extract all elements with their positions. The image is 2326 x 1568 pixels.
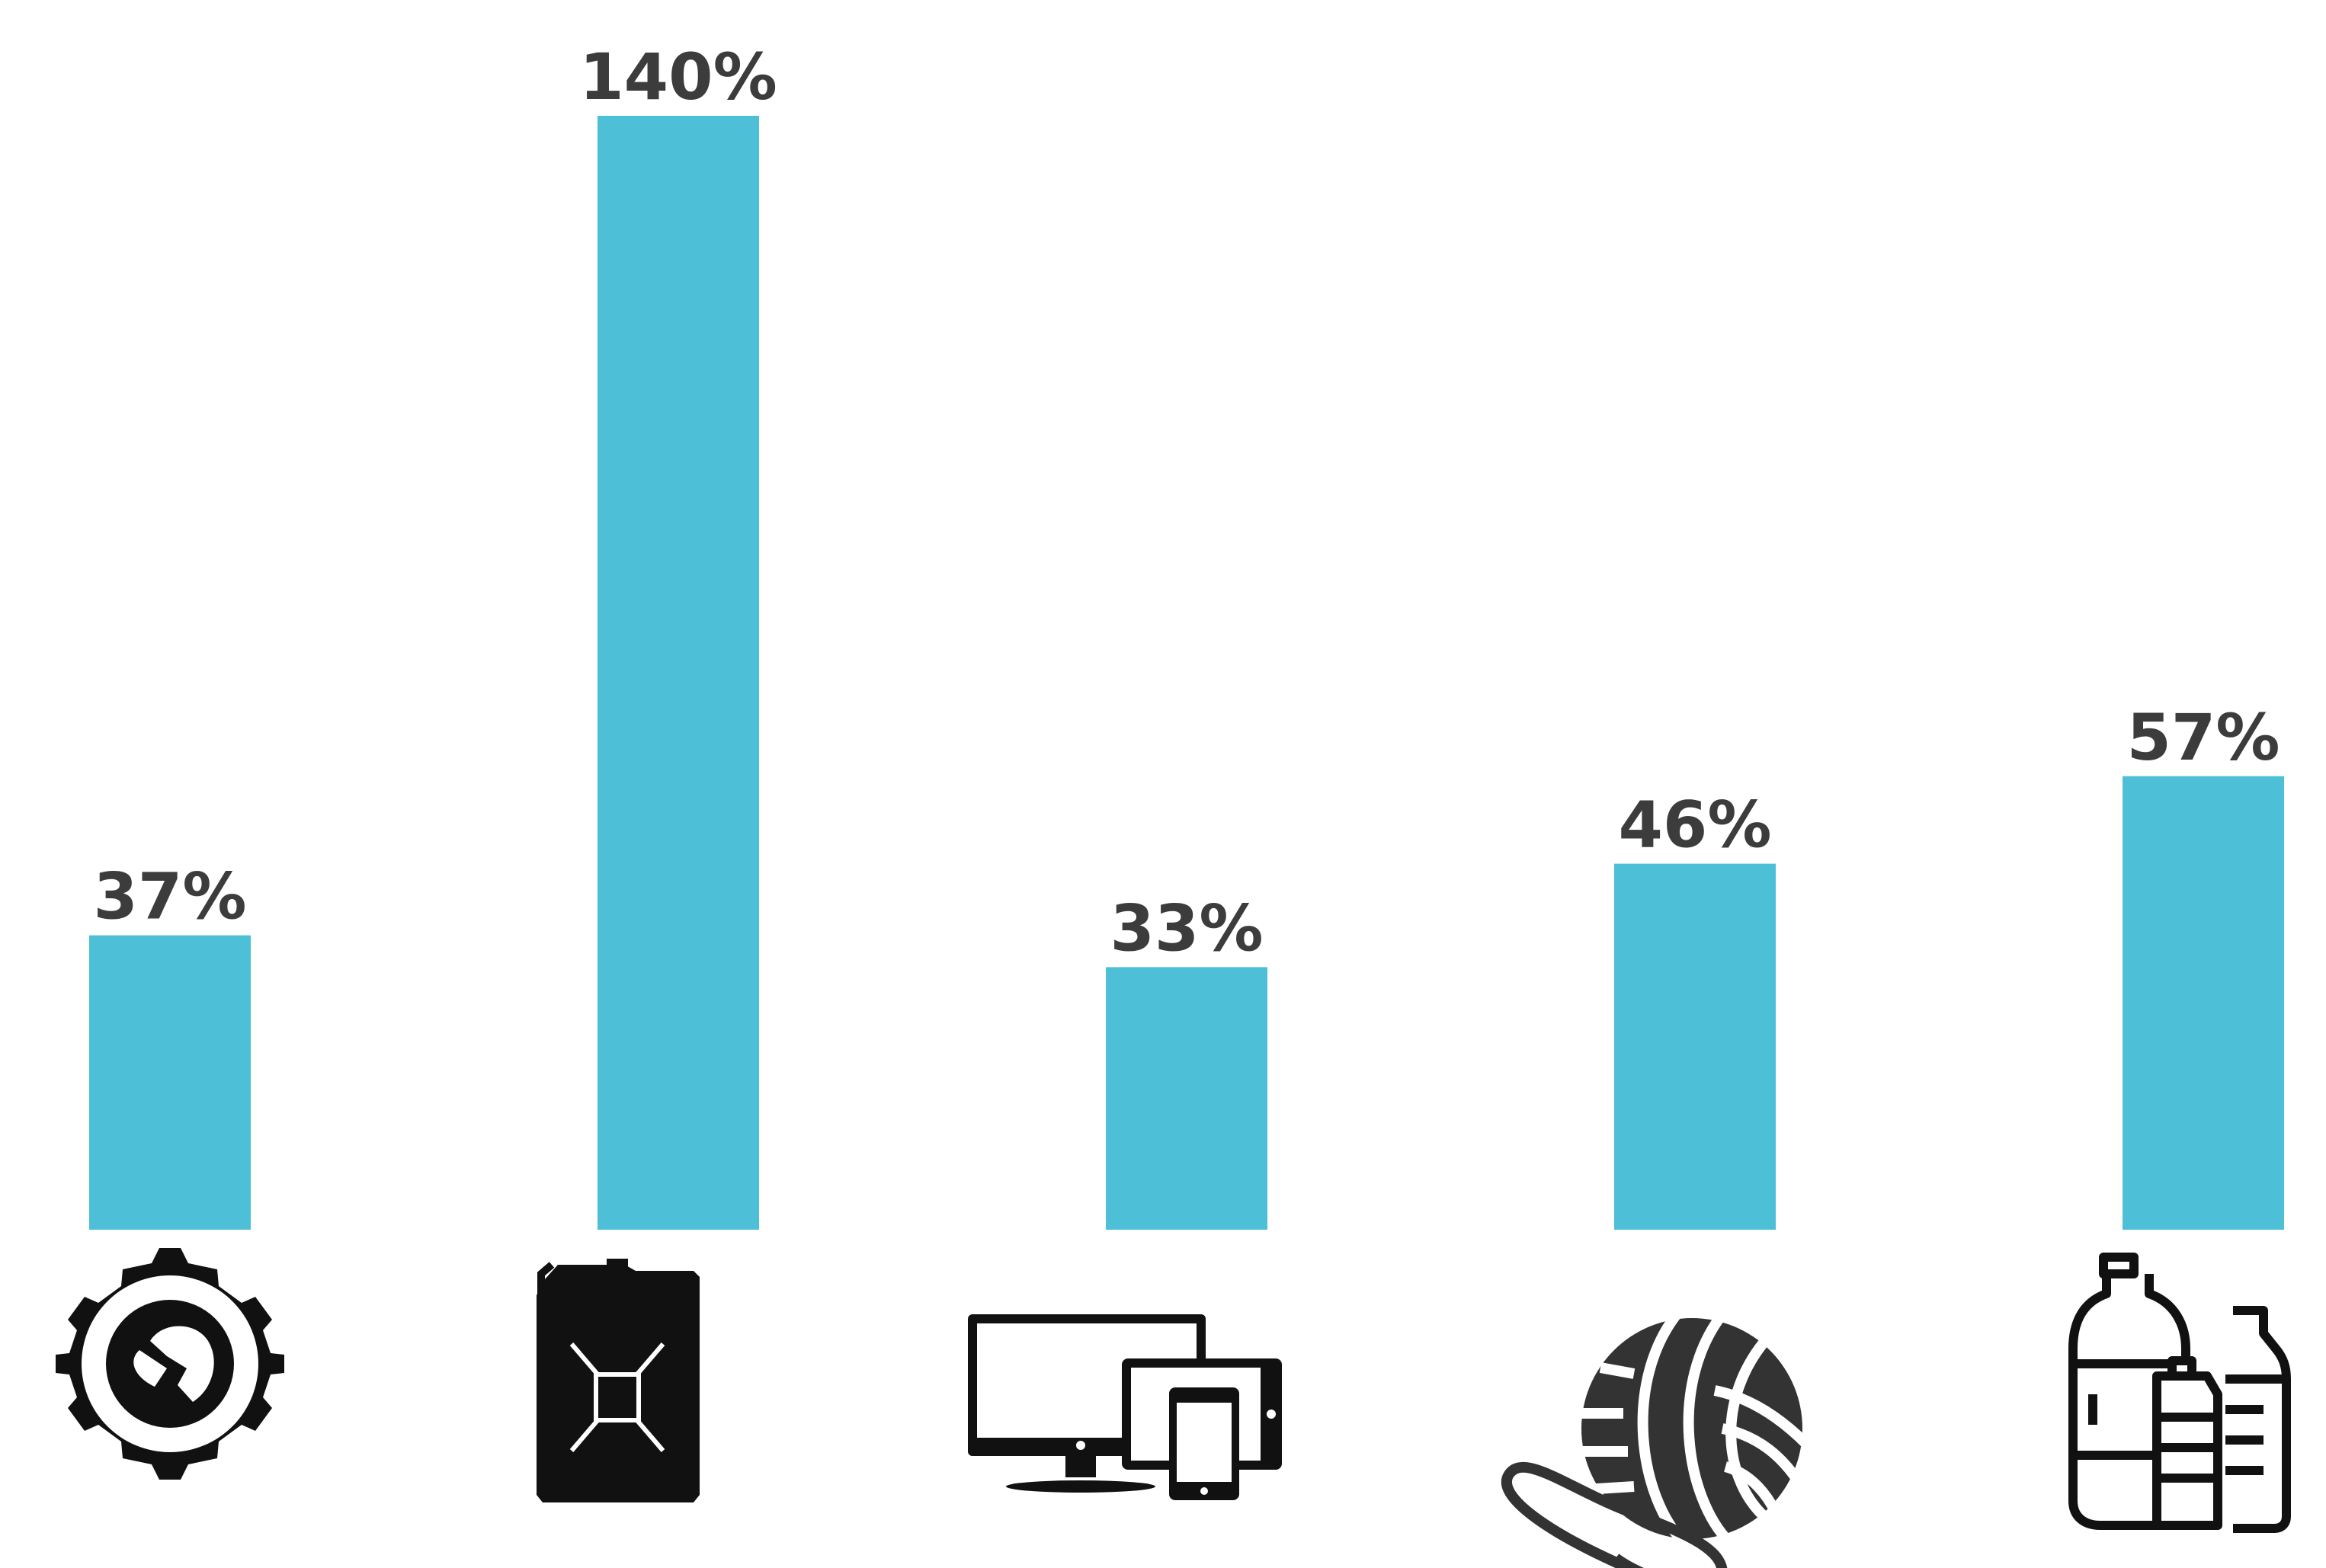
gear-wrench-icon [56, 1248, 284, 1480]
bar-textiles [1614, 863, 1776, 1230]
yarn-ball-icon [1501, 1310, 1810, 1568]
bar-industry [89, 935, 251, 1230]
bar-plastic-bottles [2123, 776, 2284, 1230]
value-label: 57% [2126, 700, 2280, 775]
plastic-bottles-icon [2068, 1253, 2291, 1533]
value-label: 37% [93, 859, 246, 934]
bar-fuel [598, 116, 759, 1230]
jerrycan-icon [537, 1259, 700, 1502]
bar-electronics [1106, 967, 1267, 1230]
devices-icon [968, 1314, 1282, 1500]
value-labels-group: 37% 140% 33% 46% 57% [93, 40, 2280, 965]
bars-group [89, 116, 2284, 1230]
value-label: 46% [1618, 788, 1771, 862]
value-label: 140% [579, 40, 777, 114]
value-label: 33% [1110, 891, 1263, 965]
